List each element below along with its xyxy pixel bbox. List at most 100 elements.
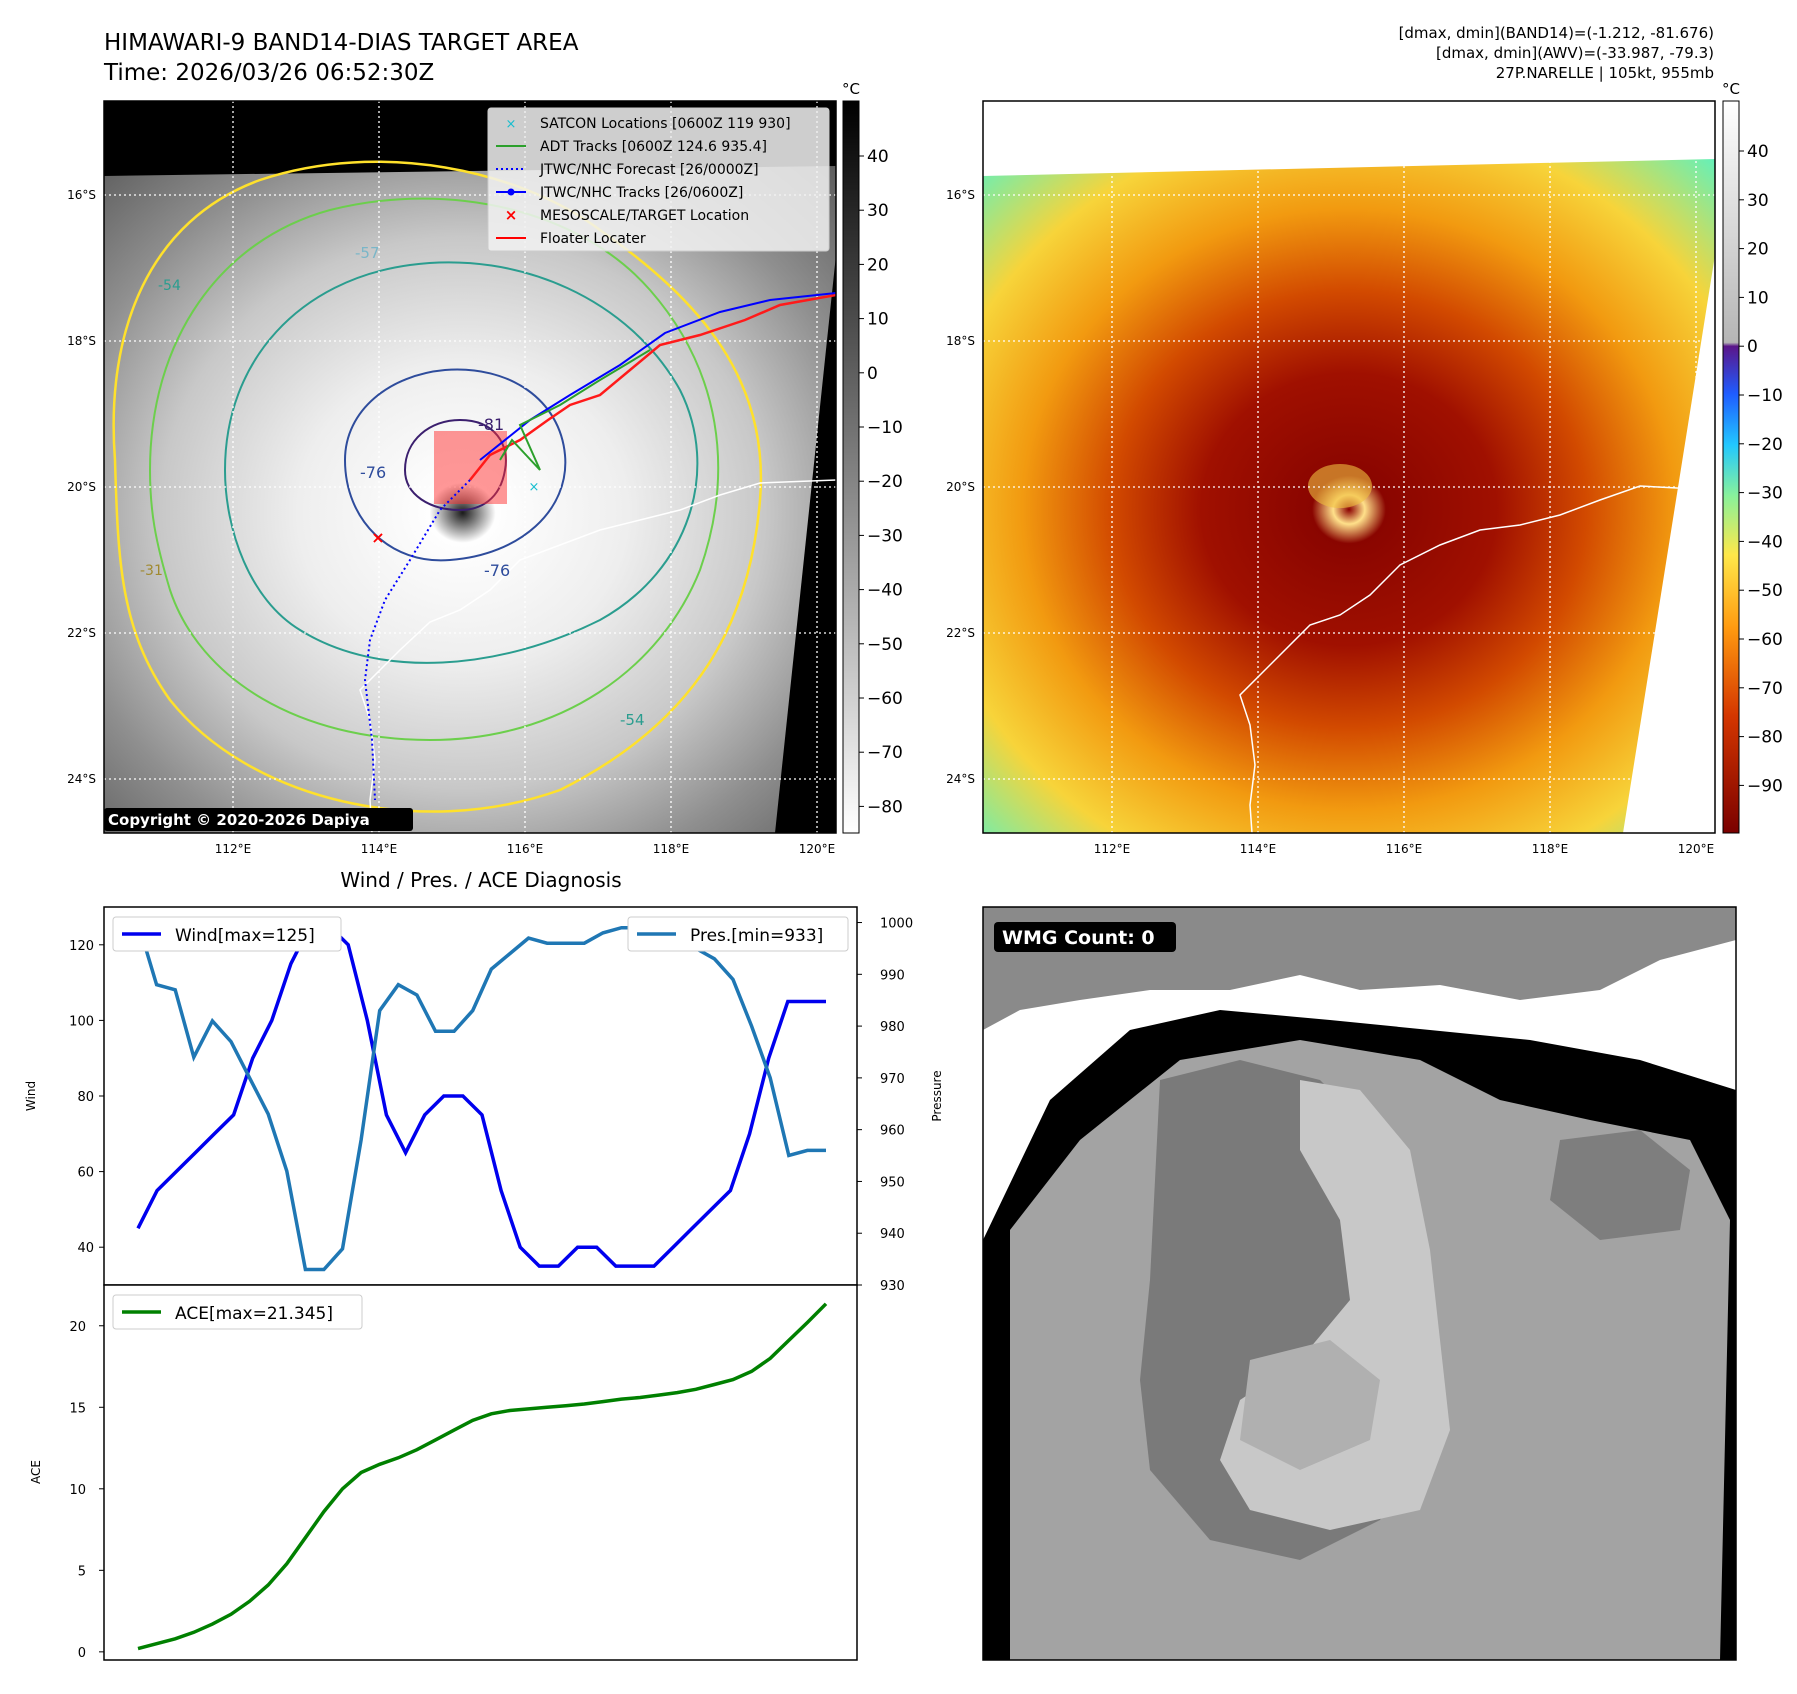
ir-legend: × SATCON Locations [0600Z 119 930] ADT T… — [487, 107, 830, 252]
copyright-text: Copyright © 2020-2026 Dapiya — [108, 811, 370, 829]
ir-gridlines — [104, 101, 836, 833]
wind-legend: Wind[max=125] — [112, 916, 342, 952]
ir-lat-labels: 16°S 18°S 20°S 22°S 24°S — [67, 188, 96, 786]
wind-tick-label: 40 — [77, 1241, 94, 1256]
awv-colorbar-bar — [1722, 100, 1740, 834]
legend-entry: MESOSCALE/TARGET Location — [540, 208, 749, 224]
pressure-tick-label: 980 — [880, 1020, 905, 1035]
pressure-tick-label: 1000 — [880, 917, 913, 932]
lat-label: 16°S — [946, 188, 975, 202]
ace-legend-label: ACE[max=21.345] — [175, 1304, 333, 1324]
colorbar-tick-label: −50 — [1747, 581, 1783, 601]
colorbar-tick-label: 30 — [1747, 191, 1769, 211]
wind-pressure-frame — [103, 906, 858, 1286]
colorbar-tick-label: −40 — [867, 581, 903, 601]
ace-axis-label: ACE — [29, 1460, 43, 1484]
ir-colorbar: °C 40 30 20 10 0 −10 −20 −30 −40 −50 −60 −70 −80 — [842, 80, 903, 834]
figure-title: HIMAWARI-9 BAND14-DIAS TARGET AREA — [104, 30, 579, 56]
awv-lat-labels: 16°S 18°S 20°S 22°S 24°S — [946, 188, 975, 786]
ace-tick-label: 0 — [78, 1646, 86, 1661]
colorbar-tick-label: −40 — [1747, 532, 1783, 552]
ace-tick-label: 20 — [69, 1320, 86, 1335]
satcon-marker: × — [529, 480, 540, 495]
colorbar-tick-label: −80 — [1747, 728, 1783, 748]
lat-label: 16°S — [67, 188, 96, 202]
ir-lon-labels: 112°E 114°E 116°E 118°E 120°E — [215, 842, 836, 856]
mesoscale-marker: × — [371, 528, 384, 547]
colorbar-tick-label: −20 — [867, 472, 903, 492]
awv-eye — [1308, 464, 1372, 508]
pressure-legend-label: Pres.[min=933] — [690, 926, 823, 946]
lat-label: 20°S — [946, 480, 975, 494]
contour-label: -57 — [355, 244, 380, 262]
colorbar-tick-label: 40 — [1747, 142, 1769, 162]
awv-colorbar-ticks: 40 30 20 10 0 −10 −20 −30 −40 −50 −60 −70 −80 −90 — [1739, 142, 1783, 796]
lat-label: 24°S — [946, 772, 975, 786]
pressure-tick-label: 940 — [880, 1227, 905, 1242]
wmg-badge — [994, 922, 1176, 952]
colorbar-tick-label: −60 — [867, 689, 903, 709]
ace-tick-label: 10 — [69, 1483, 86, 1498]
colorbar-tick-label: 0 — [1747, 337, 1758, 357]
lat-label: 20°S — [67, 480, 96, 494]
wind-legend-label: Wind[max=125] — [175, 926, 315, 946]
wind-tick-label: 120 — [69, 939, 94, 954]
legend-entry: Floater Locater — [540, 231, 646, 247]
mesoscale-legend-marker: × — [505, 206, 518, 224]
colorbar-tick-label: −20 — [1747, 435, 1783, 455]
awv-map-panel — [982, 100, 1716, 834]
wind-axis-label: Wind — [24, 1081, 38, 1111]
wind-pressure-chart: 40 60 80 100 120 930 940 950 960 970 980 990 1000 W… — [24, 906, 944, 1294]
colorbar-tick-label: −30 — [1747, 484, 1783, 504]
pressure-axis-ticks: 930 940 950 960 970 980 990 1000 — [857, 917, 913, 1294]
legend-entry: ADT Tracks [0600Z 124.6 935.4] — [540, 139, 767, 155]
lon-label: 112°E — [1094, 842, 1131, 856]
colorbar-tick-label: 30 — [867, 201, 889, 221]
ace-tick-label: 15 — [69, 1401, 86, 1416]
wmg-panel: WMG Count: 0 — [982, 906, 1737, 1661]
colorbar-tick-label: −70 — [867, 743, 903, 763]
awv-colorbar: °C 40 30 20 10 0 −10 −20 −30 −40 −50 −60 −70 −80 −90 — [1722, 80, 1783, 834]
jtwc-legend-dot — [507, 188, 515, 196]
colorbar-tick-label: −10 — [867, 418, 903, 438]
contour-label: -76 — [360, 463, 386, 482]
lon-label: 120°E — [799, 842, 836, 856]
lat-label: 22°S — [946, 626, 975, 640]
wmg-side-cell — [1550, 1130, 1690, 1240]
lon-label: 120°E — [1678, 842, 1715, 856]
contour-label: -31 — [140, 563, 163, 579]
lat-label: 18°S — [67, 334, 96, 348]
awv-coastline — [1239, 485, 1715, 833]
awv-range: [dmax, dmin](AWV)=(-33.987, -79.3) — [1436, 44, 1714, 62]
diagnosis-title: Wind / Pres. / ACE Diagnosis — [340, 868, 621, 892]
awv-map-frame — [982, 100, 1716, 834]
lat-label: 24°S — [67, 772, 96, 786]
mesoscale-target-box — [434, 431, 507, 504]
wmg-eye-region — [1240, 1340, 1380, 1470]
colorbar-tick-label: 10 — [1747, 288, 1769, 308]
ir-colorbar-bar — [842, 100, 860, 834]
storm-info: 27P.NARELLE | 105kt, 955mb — [1496, 64, 1714, 82]
contour-label: -76 — [484, 561, 510, 580]
colorbar-tick-label: 20 — [867, 255, 889, 275]
ace-legend: ACE[max=21.345] — [112, 1294, 363, 1330]
wind-tick-label: 80 — [77, 1090, 94, 1105]
legend-entry: JTWC/NHC Forecast [26/0000Z] — [539, 162, 759, 178]
colorbar-tick-label: −30 — [867, 526, 903, 546]
colorbar-tick-label: 20 — [1747, 240, 1769, 260]
lon-label: 114°E — [361, 842, 398, 856]
wmg-count-text: WMG Count: 0 — [1002, 927, 1155, 949]
wind-series-line — [136, 924, 826, 1268]
contour-label: -54 — [620, 711, 645, 729]
lat-label: 22°S — [67, 626, 96, 640]
ir-colorbar-unit: °C — [842, 80, 860, 98]
lon-label: 116°E — [507, 842, 544, 856]
ir-map-frame — [103, 100, 837, 834]
awv-lon-labels: 112°E 114°E 116°E 118°E 120°E — [1094, 842, 1715, 856]
ace-frame — [103, 1284, 858, 1661]
wind-tick-label: 60 — [77, 1166, 94, 1181]
legend-entry: JTWC/NHC Tracks [26/0600Z] — [539, 185, 743, 201]
contour-label: -81 — [478, 415, 504, 434]
